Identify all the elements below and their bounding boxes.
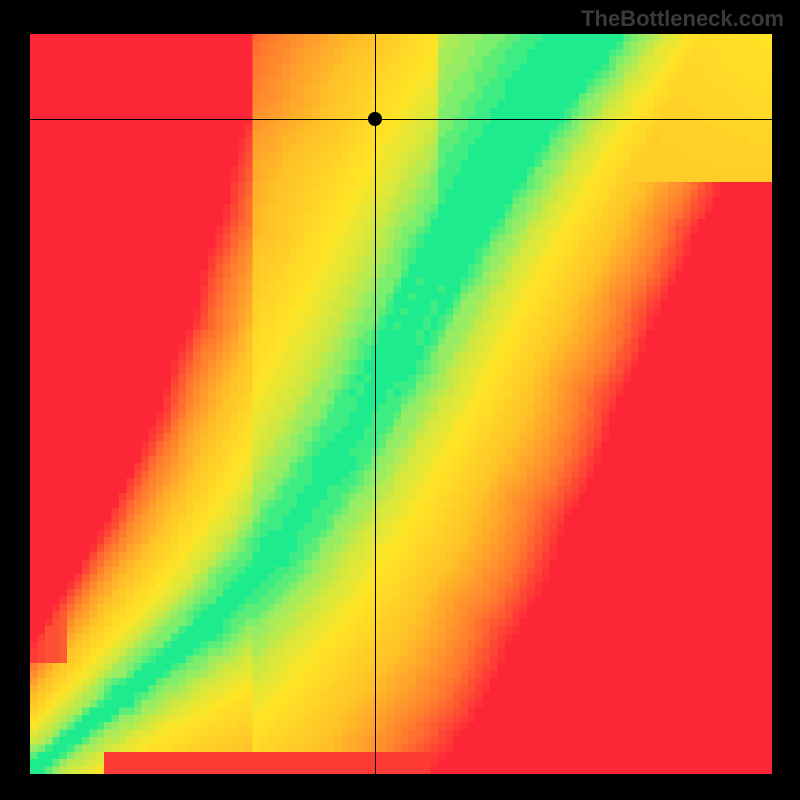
crosshair-horizontal-line <box>30 119 772 120</box>
chart-plot-area <box>30 34 772 774</box>
attribution-text: TheBottleneck.com <box>581 6 784 32</box>
bottleneck-heatmap <box>30 34 772 774</box>
selection-point-marker <box>368 112 382 126</box>
crosshair-vertical-line <box>375 34 376 774</box>
